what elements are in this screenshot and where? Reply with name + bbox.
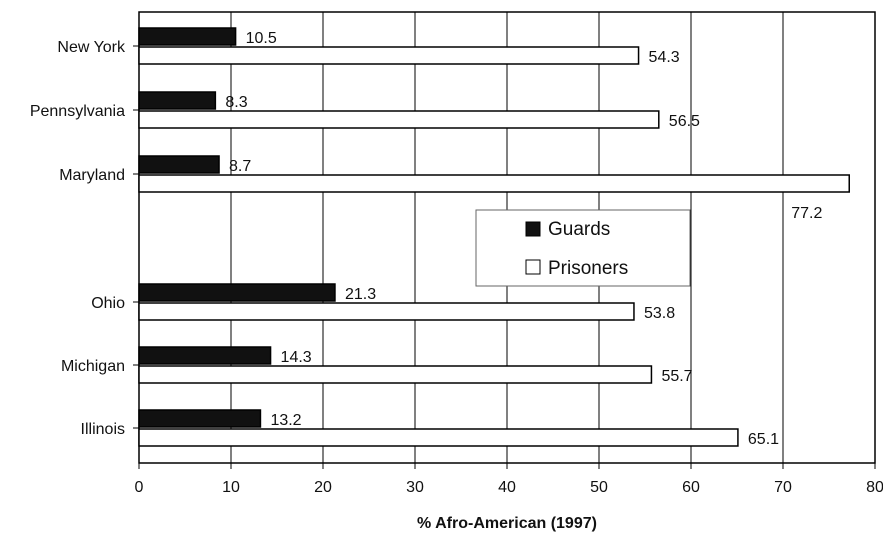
x-tick-label: 80 (866, 479, 883, 496)
data-label-prisoners: 54.3 (649, 49, 680, 66)
data-label-guards: 14.3 (281, 349, 312, 366)
category-labels: New York Pennsylvania Maryland Ohio Michigan… (30, 39, 126, 438)
legend-swatch-guards (525, 221, 541, 237)
category-label: Pennsylvania (30, 103, 125, 120)
category-label: Maryland (59, 167, 125, 184)
x-tick-label: 0 (135, 479, 144, 496)
bar-guards (138, 409, 262, 428)
legend-box (475, 209, 691, 287)
bar-guards (138, 27, 237, 46)
legend-label-guards: Guards (548, 219, 610, 240)
bar-prisoners (138, 302, 635, 321)
data-label-prisoners: 56.5 (669, 113, 700, 130)
data-label-prisoners: 77.2 (791, 205, 822, 222)
x-tick-label: 20 (314, 479, 332, 496)
legend-swatch-prisoners (525, 259, 541, 275)
bar-prisoners (138, 365, 653, 384)
legend: Guards Prisoners (475, 209, 691, 287)
x-tick-label: 50 (590, 479, 608, 496)
bars (138, 27, 850, 447)
category-label: Michigan (61, 358, 125, 375)
data-label-guards: 21.3 (345, 286, 376, 303)
data-labels: 10.5 54.3 8.3 56.5 8.7 77.2 21.3 53.8 14.3 55.7 13… (225, 30, 822, 448)
bar-guards (138, 346, 272, 365)
x-tick-label: 30 (406, 479, 424, 496)
data-label-guards: 8.3 (225, 94, 247, 111)
tick-labels: 0 10 20 30 40 50 60 70 80 (135, 479, 883, 496)
bar-guards (138, 91, 217, 110)
data-label-prisoners: 53.8 (644, 305, 675, 322)
x-tick-label: 10 (222, 479, 240, 496)
bar-prisoners (138, 174, 850, 193)
data-label-guards: 10.5 (246, 30, 277, 47)
data-label-guards: 8.7 (229, 158, 251, 175)
bar-prisoners (138, 428, 739, 447)
x-tick-label: 40 (498, 479, 516, 496)
category-label: Illinois (81, 421, 125, 438)
bar-prisoners (138, 46, 640, 65)
legend-label-prisoners: Prisoners (548, 258, 628, 279)
bar-guards (138, 155, 220, 174)
x-tick-label: 60 (682, 479, 700, 496)
x-tick-label: 70 (774, 479, 792, 496)
category-label: New York (57, 39, 126, 56)
data-label-prisoners: 65.1 (748, 431, 779, 448)
category-label: Ohio (91, 295, 125, 312)
data-label-guards: 13.2 (270, 412, 301, 429)
bar-guards (138, 283, 336, 302)
x-axis-title: % Afro-American (1997) (417, 515, 597, 532)
data-label-prisoners: 55.7 (661, 368, 692, 385)
bar-prisoners (138, 110, 660, 129)
